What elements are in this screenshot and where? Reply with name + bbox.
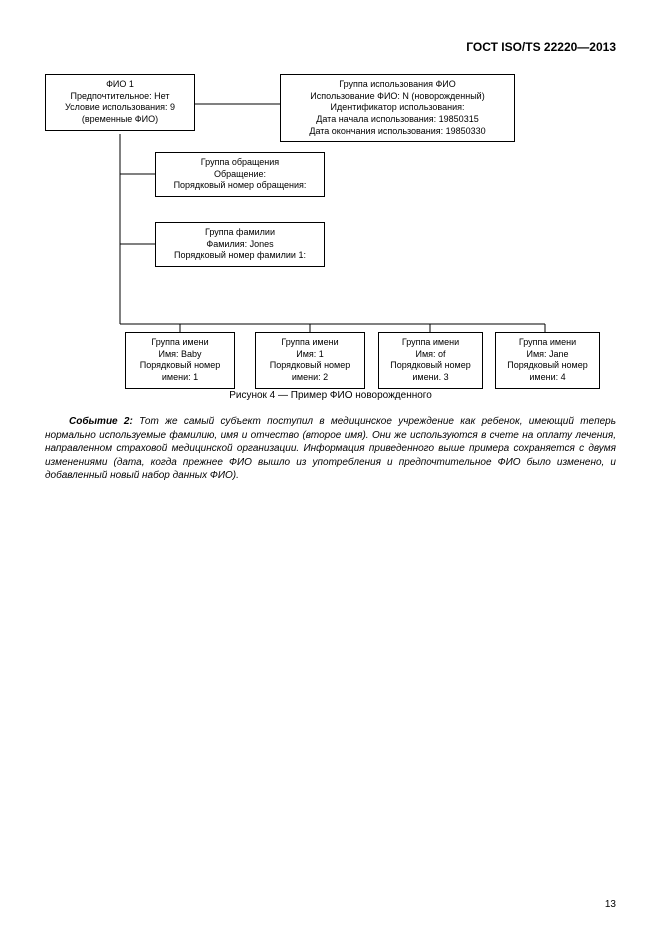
text: Порядковый номер фамилии 1: [159,250,321,262]
text: Группа имени [499,337,596,349]
box-name-1: Группа имени Имя: Baby Порядковый номер … [125,332,235,389]
text: Группа обращения [159,157,321,169]
text: Имя: Baby [129,349,231,361]
box-name-4: Группа имени Имя: Jane Порядковый номер … [495,332,600,389]
text: Имя: Jane [499,349,596,361]
text: Обращение: [159,169,321,181]
page-number: 13 [605,899,616,910]
box-name-2: Группа имени Имя: 1 Порядковый номер име… [255,332,365,389]
text: Условие использования: 9 [49,102,191,114]
box-address-group: Группа обращения Обращение: Порядковый н… [155,152,325,197]
text: Имя: of [382,349,479,361]
box-fio1: ФИО 1 Предпочтительное: Нет Условие испо… [45,74,195,131]
text: Использование ФИО: N (новорожденный) [284,91,511,103]
text: Имя: 1 [259,349,361,361]
box-family-group: Группа фамилии Фамилия: Jones Порядковый… [155,222,325,267]
text: Идентификатор использования: [284,102,511,114]
text: (временные ФИО) [49,114,191,126]
text: имени: 4 [499,372,596,384]
text: Порядковый номер [129,360,231,372]
text: Порядковый номер [499,360,596,372]
text: Предпочтительное: Нет [49,91,191,103]
box-name-3: Группа имени Имя: of Порядковый номер им… [378,332,483,389]
text: Порядковый номер обращения: [159,180,321,192]
text: Порядковый номер [259,360,361,372]
diagram-figure-4: ФИО 1 Предпочтительное: Нет Условие испо… [45,74,616,384]
text: имени: 1 [129,372,231,384]
text: Группа использования ФИО [284,79,511,91]
text: Группа имени [382,337,479,349]
text: Группа фамилии [159,227,321,239]
text: Дата начала использования: 19850315 [284,114,511,126]
text: ФИО 1 [49,79,191,91]
text: имени: 2 [259,372,361,384]
page: ГОСТ ISO/TS 22220—2013 ФИО 1 Предпочтите… [0,0,661,935]
event-paragraph: Событие 2: Тот же самый субъект поступил… [45,415,616,483]
box-usage-group: Группа использования ФИО Использование Ф… [280,74,515,142]
event-label: Событие 2: [69,416,133,427]
text: Дата окончания использования: 19850330 [284,126,511,138]
doc-header: ГОСТ ISO/TS 22220—2013 [45,40,616,54]
text: Группа имени [129,337,231,349]
text: Порядковый номер [382,360,479,372]
text: имени. 3 [382,372,479,384]
figure-caption: Рисунок 4 — Пример ФИО новорожденного [45,390,616,401]
text: Группа имени [259,337,361,349]
text: Фамилия: Jones [159,239,321,251]
